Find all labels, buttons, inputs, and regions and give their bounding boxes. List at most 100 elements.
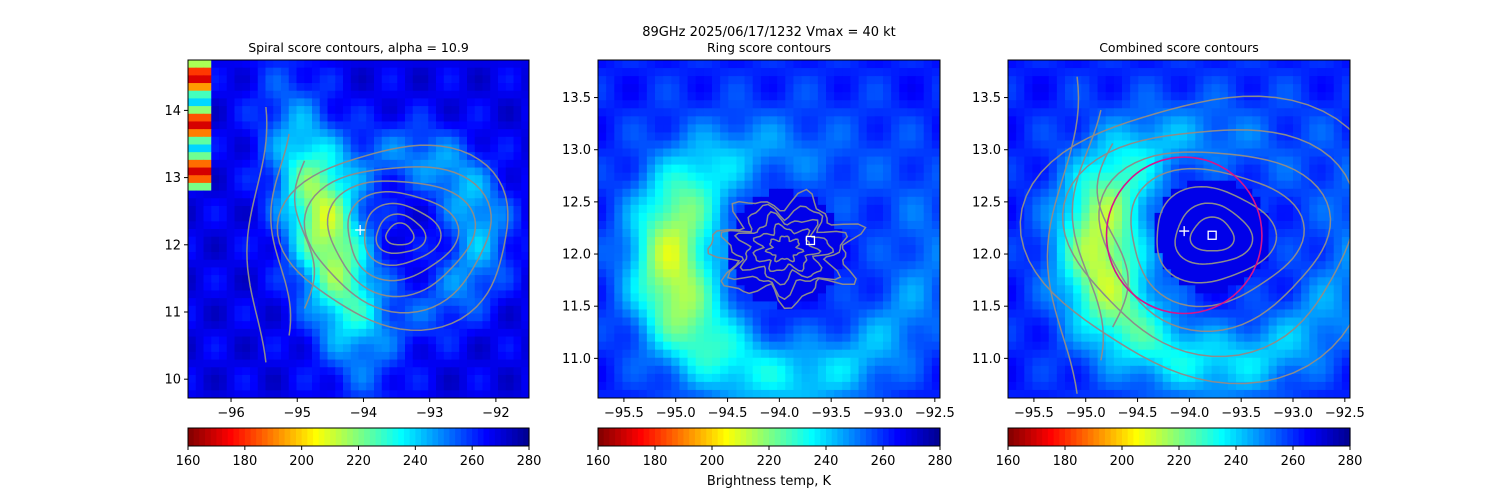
heatmap-cell	[521, 129, 529, 138]
heatmap-cell	[671, 156, 681, 166]
heatmap-cell	[304, 98, 313, 107]
heatmap-cell	[907, 301, 917, 311]
colorbar-segment	[626, 428, 633, 446]
heatmap-cell	[405, 90, 414, 100]
heatmap-cell	[744, 116, 754, 125]
heatmap-cell	[1301, 84, 1310, 93]
heatmap-cell	[490, 152, 499, 161]
heatmap-cell	[381, 67, 391, 76]
heatmap-cell	[1276, 108, 1286, 117]
heatmap-cell	[931, 220, 940, 230]
heatmap-cell	[679, 132, 689, 142]
heatmap-cell	[728, 261, 738, 270]
heatmap-cell	[374, 351, 383, 361]
heatmap-cell	[842, 100, 852, 109]
heatmap-cell	[1008, 132, 1017, 142]
colorbar-segment	[848, 428, 856, 446]
heatmap-cell	[1024, 196, 1034, 206]
heatmap-cell	[899, 100, 909, 109]
colorbar-tick-label: 200	[289, 454, 314, 469]
heatmap-cell	[374, 328, 383, 338]
heatmap-cell	[1236, 188, 1245, 198]
heatmap-cell	[273, 213, 282, 222]
heatmap-cell	[638, 277, 648, 286]
heatmap-cell	[498, 106, 507, 115]
heatmap-cell	[826, 285, 835, 294]
heatmap-cell	[350, 152, 360, 161]
heatmap-cell	[1244, 76, 1253, 85]
heatmap-cell	[874, 116, 884, 125]
heatmap-cell	[695, 333, 705, 343]
heatmap-cell	[834, 333, 843, 343]
heatmap-cell	[327, 244, 336, 253]
heatmap-cell	[1122, 229, 1131, 238]
heatmap-cell	[874, 68, 884, 77]
heatmap-cell	[319, 275, 329, 284]
heatmap-cell	[1325, 229, 1335, 238]
heatmap-cell	[374, 305, 383, 315]
heatmap-cell	[1097, 148, 1107, 158]
heatmap-cell	[801, 148, 811, 158]
heatmap-cell	[703, 261, 713, 270]
heatmap-cell	[1309, 132, 1319, 142]
heatmap-cell	[467, 282, 476, 292]
heatmap-cell	[679, 116, 689, 125]
heatmap-cell	[606, 84, 615, 93]
heatmap-cell	[358, 159, 367, 169]
heatmap-cell	[1276, 220, 1286, 230]
heatmap-cell	[1333, 132, 1343, 142]
heatmap-cell	[195, 351, 205, 361]
heatmap-cell	[498, 290, 507, 299]
heatmap-cell	[203, 305, 212, 315]
heatmap-cell	[1333, 124, 1343, 134]
heatmap-cell	[1105, 68, 1115, 77]
heatmap-cell	[874, 277, 884, 286]
heatmap-cell	[250, 175, 259, 184]
heatmap-cell	[405, 328, 414, 338]
heatmap-cell	[1293, 188, 1302, 198]
heatmap-cell	[712, 188, 721, 198]
heatmap-cell	[397, 244, 406, 253]
heatmap-cell	[777, 357, 786, 367]
heatmap-cell	[614, 293, 624, 303]
heatmap-cell	[443, 367, 453, 376]
heatmap-cell	[687, 220, 697, 230]
heatmap-cell	[1056, 60, 1066, 69]
heatmap-cell	[265, 205, 274, 215]
heatmap-cell	[343, 167, 352, 176]
heatmap-cell	[358, 367, 367, 376]
heatmap-cell	[809, 116, 819, 125]
heatmap-cell	[1179, 180, 1188, 190]
heatmap-cell	[1097, 100, 1107, 109]
heatmap-cell	[915, 140, 925, 150]
heatmap-cell	[490, 374, 499, 384]
heatmap-cell	[1252, 229, 1262, 238]
heatmap-cell	[1089, 172, 1099, 182]
heatmap-cell	[1024, 92, 1034, 101]
heatmap-cell	[752, 76, 762, 85]
heatmap-cell	[1113, 108, 1123, 117]
x-tick-label: −93.5	[811, 406, 851, 421]
heatmap-cell	[1227, 60, 1237, 69]
heatmap-cell	[1073, 164, 1082, 174]
heatmap-cell	[296, 121, 305, 130]
heatmap-cell	[1293, 84, 1302, 93]
heatmap-cell	[474, 106, 484, 115]
heatmap-cell	[883, 293, 892, 303]
heatmap-cell	[1138, 196, 1148, 206]
heatmap-cell	[785, 220, 795, 230]
colorbar-segment	[791, 428, 799, 446]
heatmap-cell	[451, 236, 460, 245]
heatmap-cell	[304, 328, 313, 338]
heatmap-cell	[405, 344, 414, 353]
heatmap-cell	[834, 92, 843, 101]
heatmap-cell	[687, 204, 697, 214]
heatmap-cell	[505, 129, 515, 138]
heatmap-cell	[242, 90, 251, 100]
heatmap-cell	[1105, 108, 1115, 117]
heatmap-cell	[1081, 188, 1091, 198]
heatmap-cell	[265, 167, 274, 176]
heatmap-cell	[1024, 76, 1034, 85]
heatmap-cell	[397, 190, 406, 199]
heatmap-cell	[1097, 188, 1107, 198]
